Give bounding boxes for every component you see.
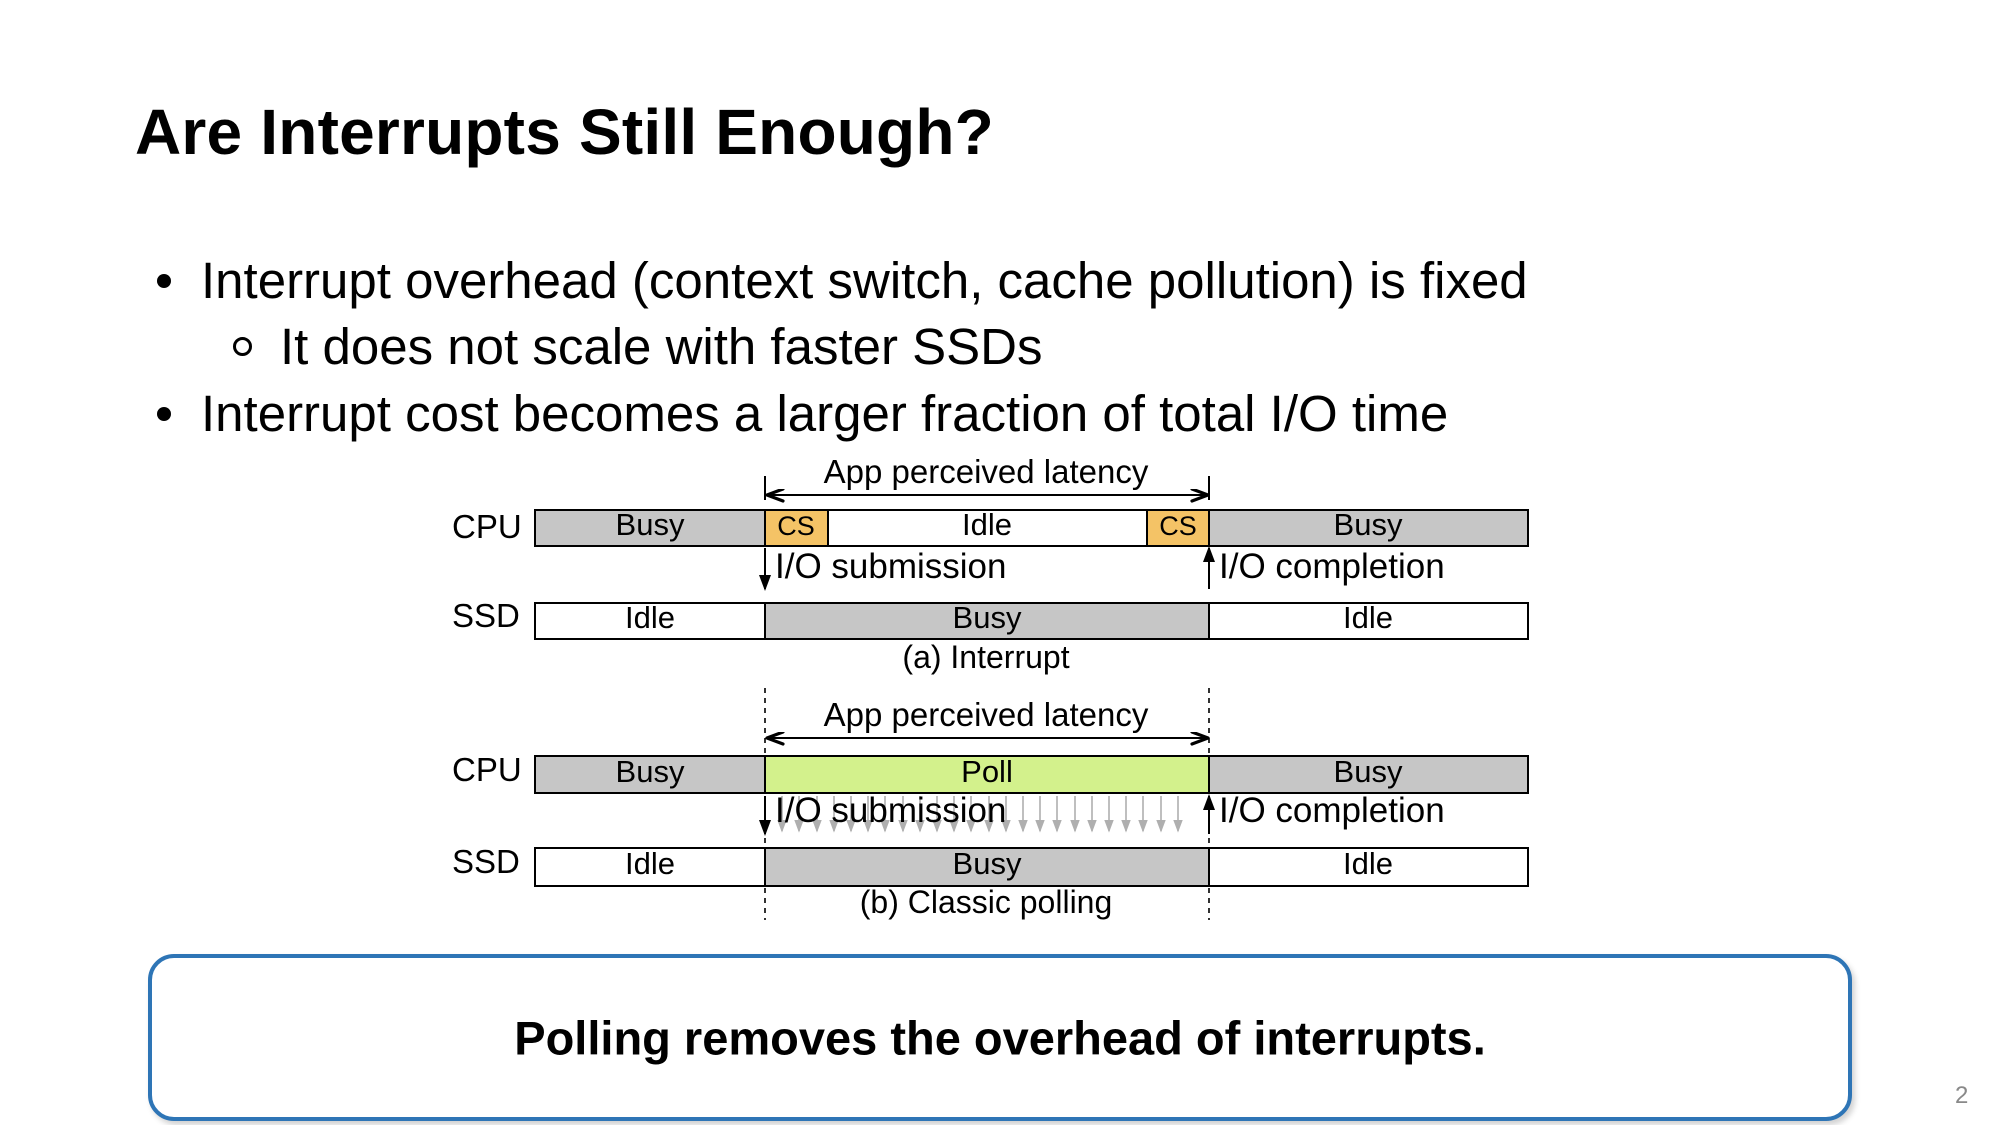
svg-text:App perceived latency: App perceived latency xyxy=(824,696,1149,733)
svg-text:I/O submission: I/O submission xyxy=(775,791,1006,830)
svg-text:Busy: Busy xyxy=(953,846,1022,881)
svg-text:I/O completion: I/O completion xyxy=(1219,791,1445,830)
svg-text:Idle: Idle xyxy=(962,507,1012,542)
svg-text:Busy: Busy xyxy=(953,600,1022,635)
svg-text:Busy: Busy xyxy=(616,507,685,542)
svg-text:SSD: SSD xyxy=(452,597,520,634)
svg-text:CPU: CPU xyxy=(452,751,522,788)
svg-text:I/O submission: I/O submission xyxy=(775,547,1006,586)
svg-text:Busy: Busy xyxy=(1334,754,1403,789)
svg-text:I/O completion: I/O completion xyxy=(1219,547,1445,586)
svg-text:(b) Classic polling: (b) Classic polling xyxy=(860,884,1113,920)
svg-text:Idle: Idle xyxy=(1343,846,1393,881)
svg-text:CPU: CPU xyxy=(452,508,522,545)
svg-text:App perceived latency: App perceived latency xyxy=(824,453,1149,490)
svg-text:Idle: Idle xyxy=(625,600,675,635)
svg-text:Idle: Idle xyxy=(1343,600,1393,635)
svg-text:Busy: Busy xyxy=(1334,507,1403,542)
svg-text:SSD: SSD xyxy=(452,843,520,880)
svg-text:CS: CS xyxy=(777,511,815,541)
svg-text:Poll: Poll xyxy=(961,754,1013,789)
svg-text:(a) Interrupt: (a) Interrupt xyxy=(902,639,1069,675)
svg-text:Idle: Idle xyxy=(625,846,675,881)
svg-text:Busy: Busy xyxy=(616,754,685,789)
svg-text:CS: CS xyxy=(1159,511,1197,541)
